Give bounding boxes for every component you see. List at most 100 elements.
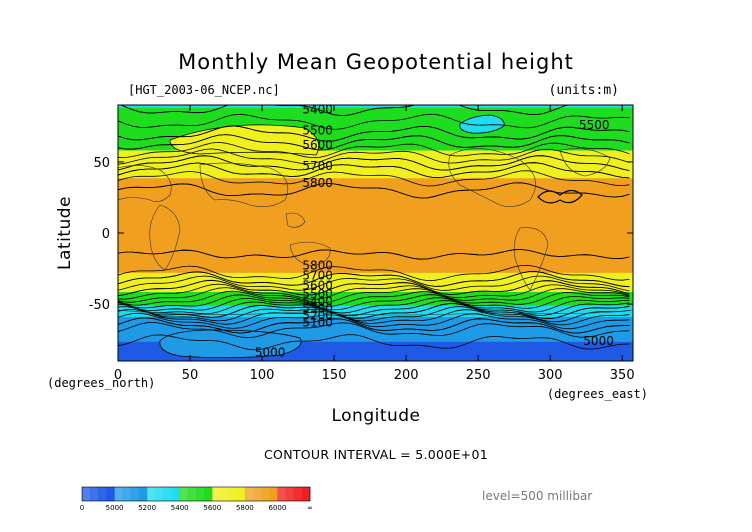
colorbar-swatch [236,487,246,501]
contour-line [118,249,630,260]
contour-band [118,154,633,156]
colorbar: 0 5000 5200 5400 5600 5800 6000 ∞ [80,486,313,512]
contour-band [118,188,633,190]
colorbar-swatch [196,487,205,501]
contour-band [118,304,633,306]
contour-band [118,146,633,149]
contour-band [118,163,633,165]
contour-band [118,337,633,339]
contour-band [118,311,633,313]
contour-band [118,129,633,131]
contour-band [118,143,633,145]
contour-band [118,278,633,280]
colorbar-swatch [269,487,278,501]
colorbar-tick-label: ∞ [307,504,313,512]
contour-band [118,242,633,244]
contour-band [118,249,633,251]
contour-band [118,279,633,282]
colorbar-tick-label: 5000 [106,504,124,512]
contour-band [118,216,633,218]
contour-band [118,232,633,234]
contour-band [118,212,633,214]
contour-label: 5800 [302,176,333,190]
contour-band [118,191,633,193]
contour-band [118,198,633,201]
contour-line [118,264,630,282]
contour-band [118,137,633,139]
contour-band [118,286,633,288]
contour-band [118,205,633,207]
contour-band [118,281,633,283]
contour-band [118,353,633,355]
contour-band [118,182,633,184]
contour-band [118,194,633,196]
contour-band [118,196,633,198]
contour-band [118,229,633,231]
contour-band [118,114,633,116]
contour-band [118,344,633,346]
contour-label: 5500 [579,118,610,132]
y-tick-label: -50 [89,298,110,313]
contour-label: 5400 [302,294,333,308]
contour-band [118,282,633,284]
contour-band [118,213,633,216]
colorbar-swatch [98,487,107,501]
contour-band [118,205,633,208]
x-tick-label: 250 [466,368,491,383]
contour-band [118,303,633,305]
contour-band [118,150,633,152]
contour-band [118,203,633,205]
contour-band [118,306,633,309]
contour-band [118,289,633,291]
contour-band [118,217,633,219]
contour-band [118,275,633,277]
contour-band [118,272,633,275]
contour-band [118,233,633,236]
contour-band [118,206,633,208]
contour-band [118,112,633,115]
contour-band [118,203,633,206]
contour-line [118,125,630,142]
contour-band [118,185,633,187]
contour-band [118,334,633,336]
contour-band [118,235,633,237]
contour-line [118,283,630,300]
contour-band [118,221,633,223]
contour-band [118,356,633,358]
contour-band [118,165,633,167]
contour-band [118,105,633,108]
contour-band [118,358,633,361]
contour-band [118,311,633,314]
contour-band [118,220,633,222]
contour-band [118,293,633,295]
contour-band [118,190,633,192]
contour-band [118,308,633,310]
contour-band [118,307,633,309]
colorbar-swatch [147,487,156,501]
contour-line [118,271,630,288]
colorbar-swatch [261,487,270,501]
contour-band [118,271,633,273]
contour-band [118,262,633,264]
contour-band [118,148,633,150]
contour-band [118,124,633,126]
contour-band [118,197,633,199]
contour-band [118,176,633,178]
contour-band [118,173,633,176]
colorbar-swatch [212,487,221,501]
contour-line [118,294,630,311]
contour-band [118,292,633,295]
contour-band [118,129,633,132]
contour-band [118,198,633,200]
contour-line [118,334,630,351]
contour-band [118,288,633,290]
colorbar-frame [81,486,311,502]
contour-band [118,333,633,336]
contour-band [118,126,633,128]
contour-band [118,161,633,163]
contour-band [118,284,633,287]
y-axis-unit-label: (degrees_north) [47,376,155,390]
coastlines [118,148,633,316]
contour-band [118,309,633,311]
contour-band [118,218,633,221]
